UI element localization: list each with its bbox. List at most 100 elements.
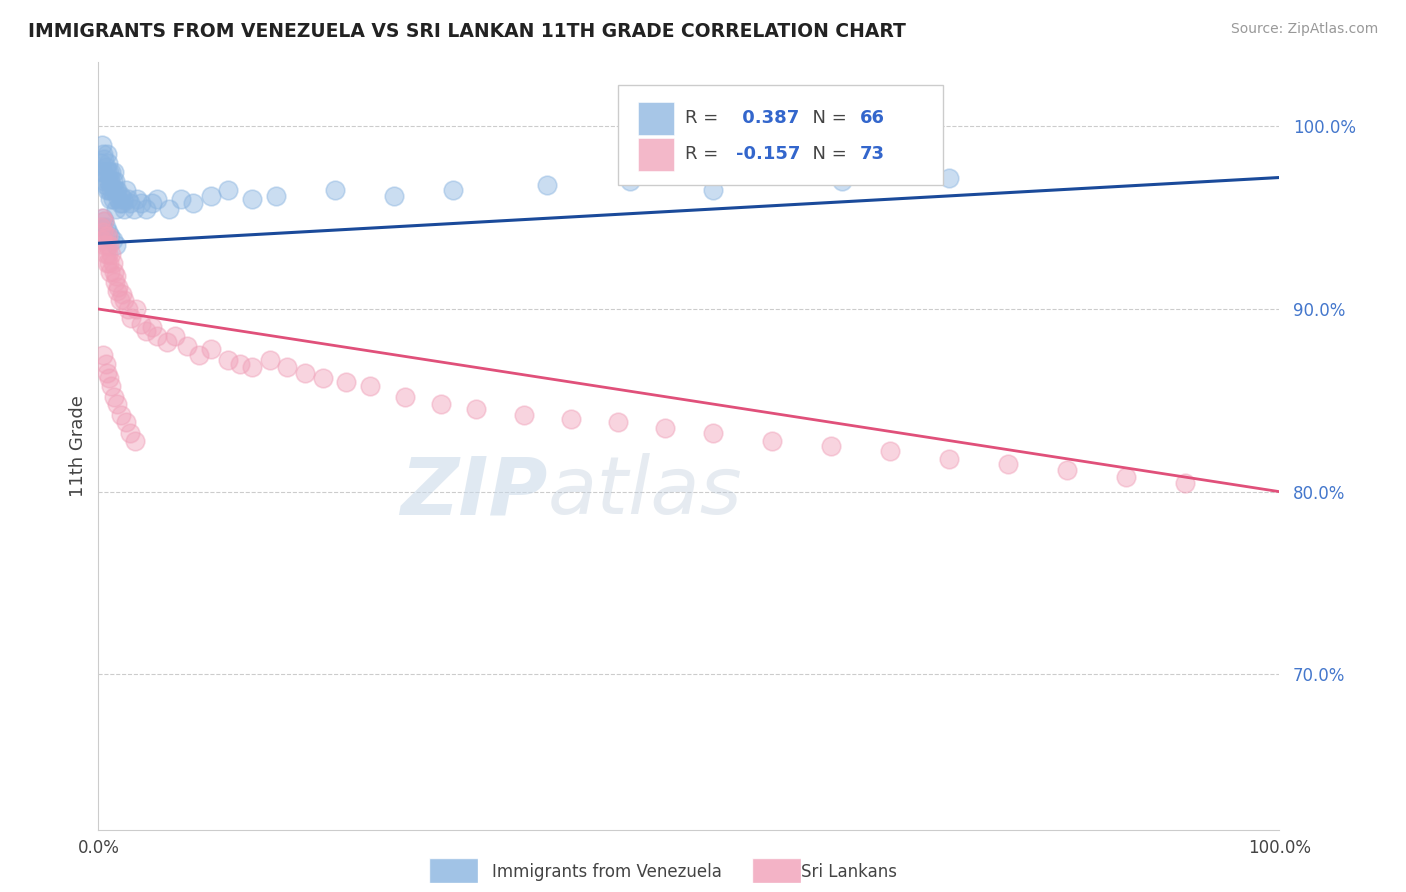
Point	[1056, 463, 1078, 477]
Y-axis label: 11th Grade: 11th Grade	[69, 395, 87, 497]
Point	[100, 247, 122, 261]
Point	[91, 137, 114, 152]
Point	[97, 247, 120, 261]
Point	[98, 238, 121, 252]
Point	[93, 153, 115, 167]
Point	[141, 320, 163, 334]
Point	[103, 390, 125, 404]
Text: R =: R =	[685, 145, 724, 163]
Point	[93, 214, 115, 228]
Point	[98, 183, 121, 197]
Point	[122, 202, 145, 216]
Point	[114, 183, 136, 197]
Point	[187, 348, 209, 362]
Point	[98, 165, 121, 179]
Point	[240, 193, 263, 207]
Point	[93, 214, 115, 228]
Point	[702, 183, 724, 197]
Point	[103, 265, 125, 279]
Point	[93, 238, 115, 252]
Point	[294, 366, 316, 380]
Point	[312, 371, 335, 385]
Point	[98, 371, 121, 385]
FancyBboxPatch shape	[638, 103, 673, 135]
Point	[91, 211, 114, 225]
Point	[121, 311, 143, 326]
Text: N =: N =	[801, 110, 852, 128]
Point	[96, 366, 118, 380]
Point	[702, 426, 724, 441]
Point	[105, 269, 128, 284]
Text: Source: ZipAtlas.com: Source: ZipAtlas.com	[1230, 22, 1378, 37]
Point	[619, 174, 641, 188]
Point	[112, 202, 135, 216]
Point	[94, 357, 117, 371]
Point	[359, 378, 381, 392]
Point	[997, 457, 1019, 471]
Point	[141, 196, 163, 211]
Text: atlas: atlas	[547, 453, 742, 531]
Point	[114, 415, 136, 429]
Point	[100, 183, 122, 197]
Text: IMMIGRANTS FROM VENEZUELA VS SRI LANKAN 11TH GRADE CORRELATION CHART: IMMIGRANTS FROM VENEZUELA VS SRI LANKAN …	[28, 22, 905, 41]
Point	[94, 178, 117, 192]
Point	[124, 434, 146, 448]
Point	[91, 165, 114, 179]
Point	[135, 202, 157, 216]
Point	[441, 183, 464, 197]
Point	[105, 238, 128, 252]
Point	[98, 229, 121, 244]
Point	[181, 196, 204, 211]
Point	[135, 324, 157, 338]
Point	[335, 375, 357, 389]
Point	[156, 334, 179, 349]
Point	[1174, 475, 1197, 490]
Point	[93, 174, 115, 188]
Point	[560, 411, 582, 425]
Point	[101, 256, 124, 270]
Point	[831, 174, 853, 188]
Point	[1115, 470, 1137, 484]
Point	[101, 193, 124, 207]
Point	[465, 402, 488, 417]
Point	[94, 229, 117, 244]
Point	[120, 426, 142, 441]
Point	[157, 202, 180, 216]
Point	[129, 317, 152, 331]
Point	[97, 156, 120, 170]
Text: 73: 73	[860, 145, 886, 163]
FancyBboxPatch shape	[638, 138, 673, 170]
Text: 0.387: 0.387	[737, 110, 800, 128]
Point	[101, 233, 124, 247]
Point	[259, 353, 281, 368]
Point	[240, 360, 263, 375]
Text: Immigrants from Venezuela: Immigrants from Venezuela	[492, 863, 721, 881]
Text: ZIP: ZIP	[399, 453, 547, 531]
Point	[105, 284, 128, 298]
Point	[108, 196, 131, 211]
Point	[107, 193, 129, 207]
Point	[276, 360, 298, 375]
Point	[176, 338, 198, 352]
Point	[229, 357, 252, 371]
Point	[761, 434, 783, 448]
Text: R =: R =	[685, 110, 724, 128]
Point	[94, 219, 117, 234]
Point	[430, 397, 453, 411]
Text: Sri Lankans: Sri Lankans	[801, 863, 897, 881]
Point	[105, 202, 128, 216]
Point	[536, 178, 558, 192]
Point	[323, 183, 346, 197]
Point	[112, 193, 135, 207]
Point	[217, 183, 239, 197]
Point	[100, 165, 122, 179]
Point	[94, 160, 117, 174]
Point	[117, 301, 139, 316]
Point	[91, 146, 114, 161]
Point	[91, 219, 114, 234]
Point	[104, 275, 127, 289]
Point	[107, 280, 129, 294]
Point	[382, 188, 405, 202]
Point	[91, 225, 114, 239]
Point	[112, 293, 135, 307]
